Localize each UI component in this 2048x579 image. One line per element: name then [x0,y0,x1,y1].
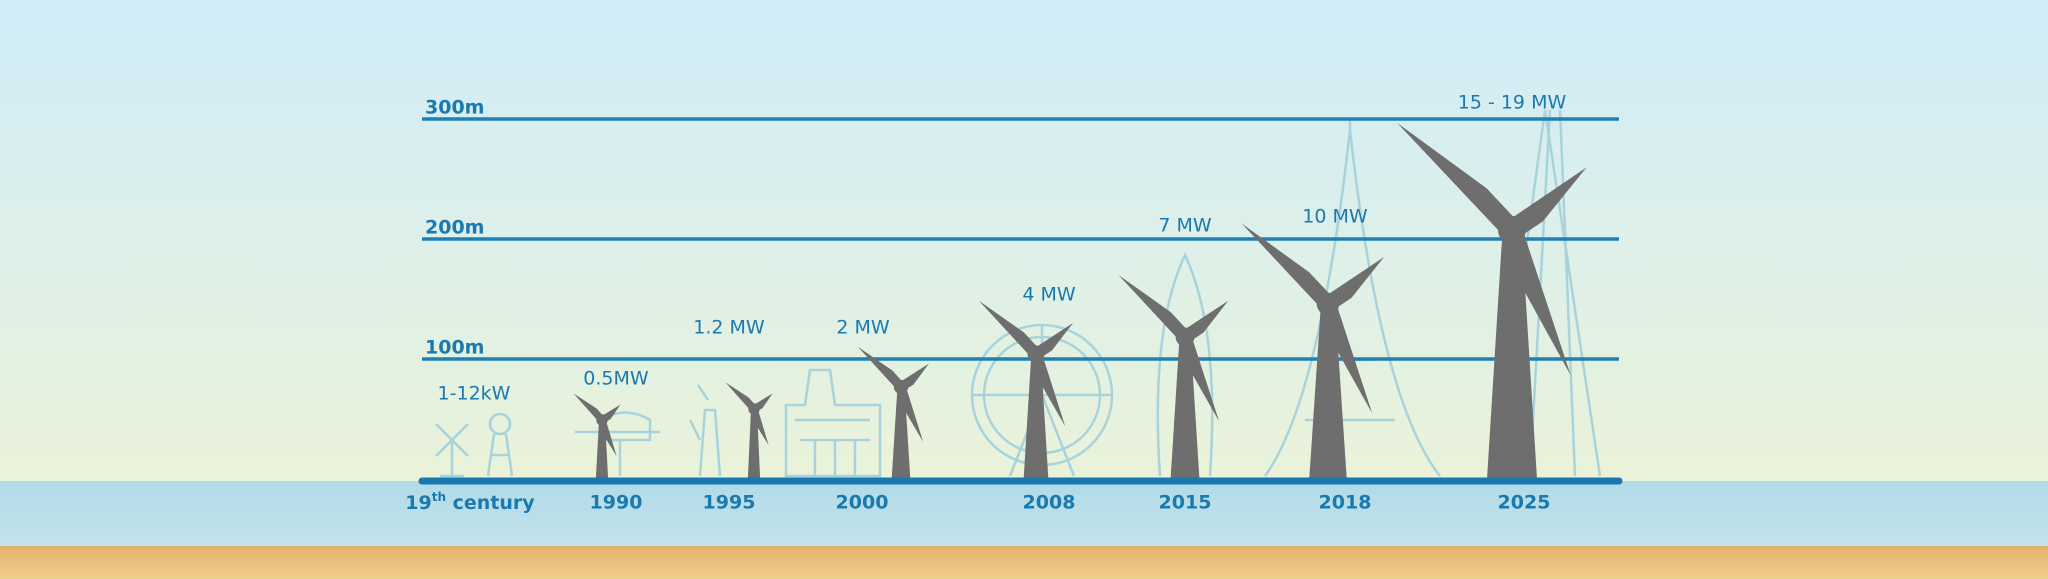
turbine-blade [1030,351,1066,427]
power-label: 7 MW [1158,215,1212,237]
year-label: 1995 [703,492,756,514]
year-label: 2000 [836,492,889,514]
year-label: 2025 [1498,492,1551,514]
turbine [1397,122,1587,481]
year-label: 2018 [1319,492,1372,514]
year-label: 2008 [1023,492,1076,514]
turbine-hub [1027,345,1045,363]
power-label: 0.5MW [583,368,649,390]
turbine-blade [1118,274,1190,342]
turbine [1241,223,1385,481]
turbine-hub [893,379,909,395]
turbine [978,300,1074,481]
turbine-blade [896,385,924,442]
turbine-hub [748,403,760,415]
turbine-blade [978,300,1040,359]
height-label: 100m [425,337,484,359]
turbine-tower [1486,230,1538,481]
turbine [725,382,773,481]
power-label: 1-12kW [438,383,511,405]
power-label: 2 MW [836,317,890,339]
turbine [573,393,621,481]
turbine-blade [573,393,605,423]
year-label: 2015 [1159,492,1212,514]
height-label: 300m [425,97,484,119]
sand [0,546,2048,579]
turbine-blade [598,418,617,457]
turbine-hub [1498,216,1526,244]
turbine-blade [857,346,905,391]
turbine [857,346,930,481]
sea [0,481,2048,546]
year-label: 1990 [590,492,643,514]
turbine-blade [1241,223,1334,310]
turbine-blade [1320,301,1373,414]
turbine-blade [1178,334,1220,422]
year-number: 19 [405,492,431,514]
turbine-blade [750,407,769,446]
turbine-blade [1502,226,1571,376]
year-label: 19th century [405,490,535,514]
turbine-hub [1316,292,1340,316]
height-label: 200m [425,217,484,239]
year-rest: century [446,492,535,514]
year-suffix: th [432,490,446,504]
turbine-blade [1322,256,1385,311]
turbine-blade [1397,122,1519,238]
power-label: 15 - 19 MW [1458,92,1567,114]
turbine-blade [725,382,757,412]
turbine [1118,274,1229,481]
power-label: 10 MW [1302,206,1368,228]
turbine-hub [1175,327,1195,347]
turbine-hub [596,414,608,426]
power-label: 4 MW [1022,284,1076,306]
power-label: 1.2 MW [693,317,765,339]
turbine-blade [1505,167,1587,238]
turbine-tower [747,409,761,481]
